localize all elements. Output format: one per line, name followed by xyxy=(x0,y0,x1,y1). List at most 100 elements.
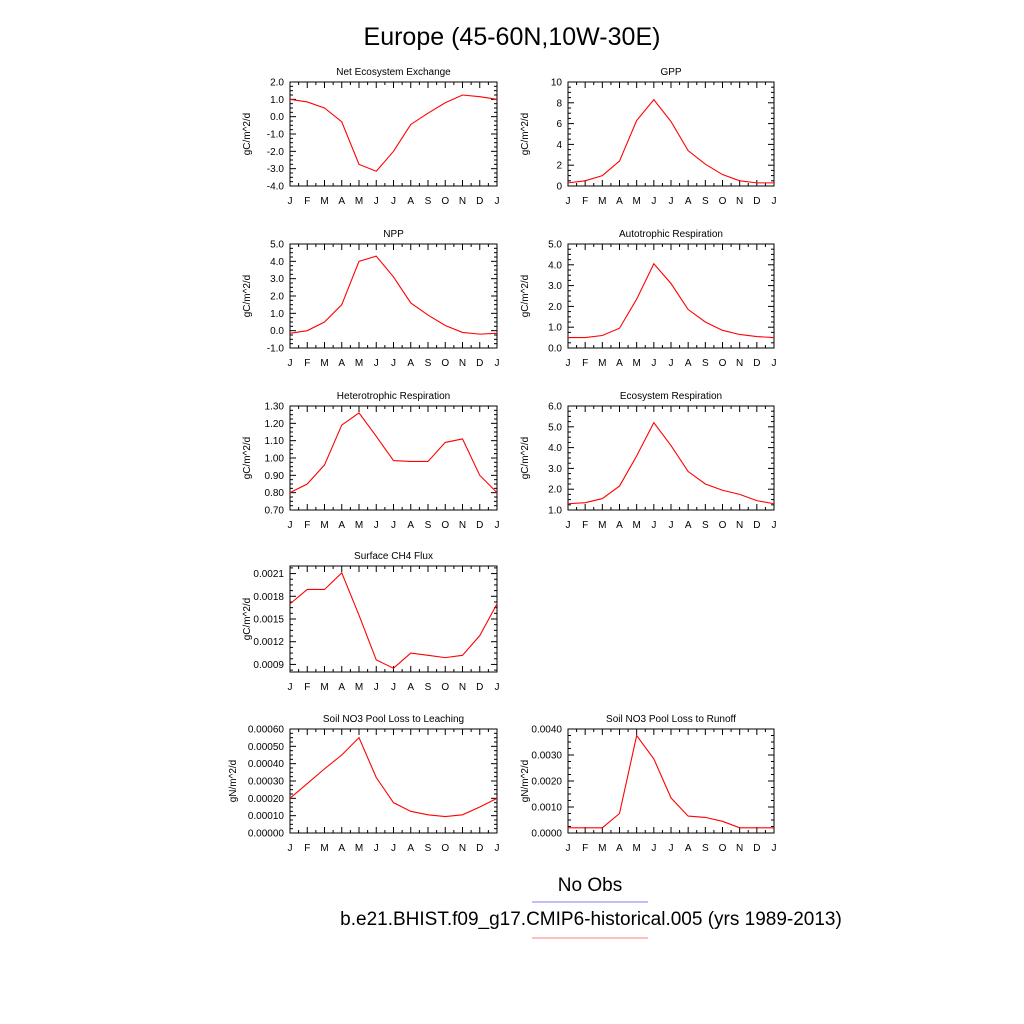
x-tick-label: S xyxy=(425,196,432,207)
x-tick-label: D xyxy=(476,358,483,369)
x-tick-label: J xyxy=(669,843,674,854)
y-tick-label: 0 xyxy=(556,182,562,193)
y-tick-label: 0.00020 xyxy=(248,794,285,805)
x-tick-label: N xyxy=(459,196,466,207)
y-axis-label: gC/m^2/d xyxy=(520,437,531,480)
x-tick-label: A xyxy=(685,358,692,369)
plot-frame xyxy=(567,728,775,834)
y-tick-label: 0.0018 xyxy=(253,592,284,603)
y-axis-label: gC/m^2/d xyxy=(242,598,253,641)
x-tick-label: J xyxy=(566,520,571,531)
x-tick-label: J xyxy=(669,520,674,531)
y-tick-label: 0.00050 xyxy=(248,742,285,753)
x-tick-label: J xyxy=(374,682,379,693)
x-tick-label: A xyxy=(338,520,345,531)
x-tick-label: A xyxy=(616,358,623,369)
x-tick-label: J xyxy=(288,196,293,207)
x-tick-label: A xyxy=(685,196,692,207)
y-tick-label: 5.0 xyxy=(270,240,284,251)
x-tick-label: M xyxy=(598,520,606,531)
y-tick-label: 0.0 xyxy=(548,344,562,355)
x-tick-label: M xyxy=(355,843,363,854)
y-tick-label: 2.0 xyxy=(270,292,284,303)
y-tick-label: 0.00040 xyxy=(248,759,285,770)
x-tick-label: M xyxy=(632,358,640,369)
y-tick-label: 6 xyxy=(556,119,562,130)
x-tick-label: S xyxy=(425,358,432,369)
x-tick-label: J xyxy=(566,358,571,369)
y-tick-label: 3.0 xyxy=(270,274,284,285)
y-tick-label: 0.0000 xyxy=(531,829,562,840)
x-tick-label: J xyxy=(651,358,656,369)
x-tick-label: S xyxy=(702,843,709,854)
series-line xyxy=(567,98,774,184)
y-tick-label: 1.0 xyxy=(548,323,562,334)
x-tick-label: A xyxy=(338,843,345,854)
y-axis-label: gC/m^2/d xyxy=(242,275,253,318)
legend: No Obs b.e21.BHIST.f09_g17.CMIP6-histori… xyxy=(340,875,842,939)
x-tick-label: J xyxy=(495,196,500,207)
x-tick-label: J xyxy=(772,843,777,854)
y-tick-label: 2.0 xyxy=(548,302,562,313)
x-tick-label: J xyxy=(669,358,674,369)
panel-title: Heterotrophic Respiration xyxy=(337,391,450,402)
x-tick-label: J xyxy=(495,358,500,369)
x-tick-label: N xyxy=(736,358,743,369)
x-tick-label: F xyxy=(304,520,310,531)
series-line xyxy=(289,94,498,172)
x-tick-label: M xyxy=(598,196,606,207)
panel-title: Soil NO3 Pool Loss to Leaching xyxy=(323,714,464,725)
y-tick-label: 0.0030 xyxy=(531,751,562,762)
x-tick-label: A xyxy=(407,358,414,369)
x-tick-label: A xyxy=(407,196,414,207)
y-tick-label: -1.0 xyxy=(267,130,285,141)
y-tick-label: 0.80 xyxy=(265,488,285,499)
chart-panel: Soil NO3 Pool Loss to RunoffgN/m^2/d0.00… xyxy=(520,714,777,854)
x-tick-label: M xyxy=(632,196,640,207)
y-tick-label: -3.0 xyxy=(267,164,285,175)
x-tick-label: F xyxy=(304,196,310,207)
x-tick-label: N xyxy=(459,520,466,531)
panel-title: Ecosystem Respiration xyxy=(620,391,722,402)
panel-title: Soil NO3 Pool Loss to Runoff xyxy=(606,714,736,725)
y-tick-label: 0.0 xyxy=(270,112,284,123)
x-tick-label: J xyxy=(374,196,379,207)
panels: Net Ecosystem Exchange gC/m^2/d -4.0 -3.0 -2… xyxy=(228,67,777,854)
x-tick-label: F xyxy=(582,358,588,369)
y-tick-label: 6.0 xyxy=(548,402,562,413)
x-tick-label: D xyxy=(476,520,483,531)
x-tick-label: N xyxy=(459,358,466,369)
plot-frame xyxy=(289,565,498,673)
x-tick-label: J xyxy=(651,520,656,531)
x-tick-label: J xyxy=(288,843,293,854)
y-tick-label: 4.0 xyxy=(270,257,284,268)
x-tick-label: F xyxy=(582,196,588,207)
x-tick-label: M xyxy=(355,196,363,207)
x-tick-label: S xyxy=(425,843,432,854)
chart-panel: Ecosystem Respiration gC/m^2/d 1.0 2.0 3.0 4.… xyxy=(520,391,777,531)
y-tick-label: 1.0 xyxy=(270,95,284,106)
y-tick-label: 2.0 xyxy=(270,78,284,89)
x-tick-label: A xyxy=(685,843,692,854)
x-tick-label: J xyxy=(566,196,571,207)
x-tick-label: F xyxy=(582,520,588,531)
panel-title: Autotrophic Respiration xyxy=(619,229,723,240)
x-tick-label: J xyxy=(391,520,396,531)
series-line xyxy=(289,736,498,818)
y-tick-label: 2 xyxy=(556,161,562,172)
x-tick-label: O xyxy=(719,358,727,369)
x-tick-label: D xyxy=(753,843,760,854)
x-tick-label: J xyxy=(391,682,396,693)
series-line xyxy=(568,262,775,339)
x-tick-label: J xyxy=(391,843,396,854)
x-tick-label: S xyxy=(702,358,709,369)
legend-label-model: b.e21.BHIST.f09_g17.CMIP6-historical.005… xyxy=(340,909,842,930)
x-tick-label: A xyxy=(616,196,623,207)
x-tick-label: O xyxy=(441,520,449,531)
chart-panel: Net Ecosystem Exchange gC/m^2/d -4.0 -3.0 -2… xyxy=(242,67,500,207)
y-tick-label: 4 xyxy=(556,140,562,151)
chart-panel: Soil NO3 Pool Loss to Leaching gN/m^2/d 0.… xyxy=(228,714,500,854)
y-tick-label: 0.0040 xyxy=(531,725,562,736)
x-tick-label: M xyxy=(598,843,606,854)
